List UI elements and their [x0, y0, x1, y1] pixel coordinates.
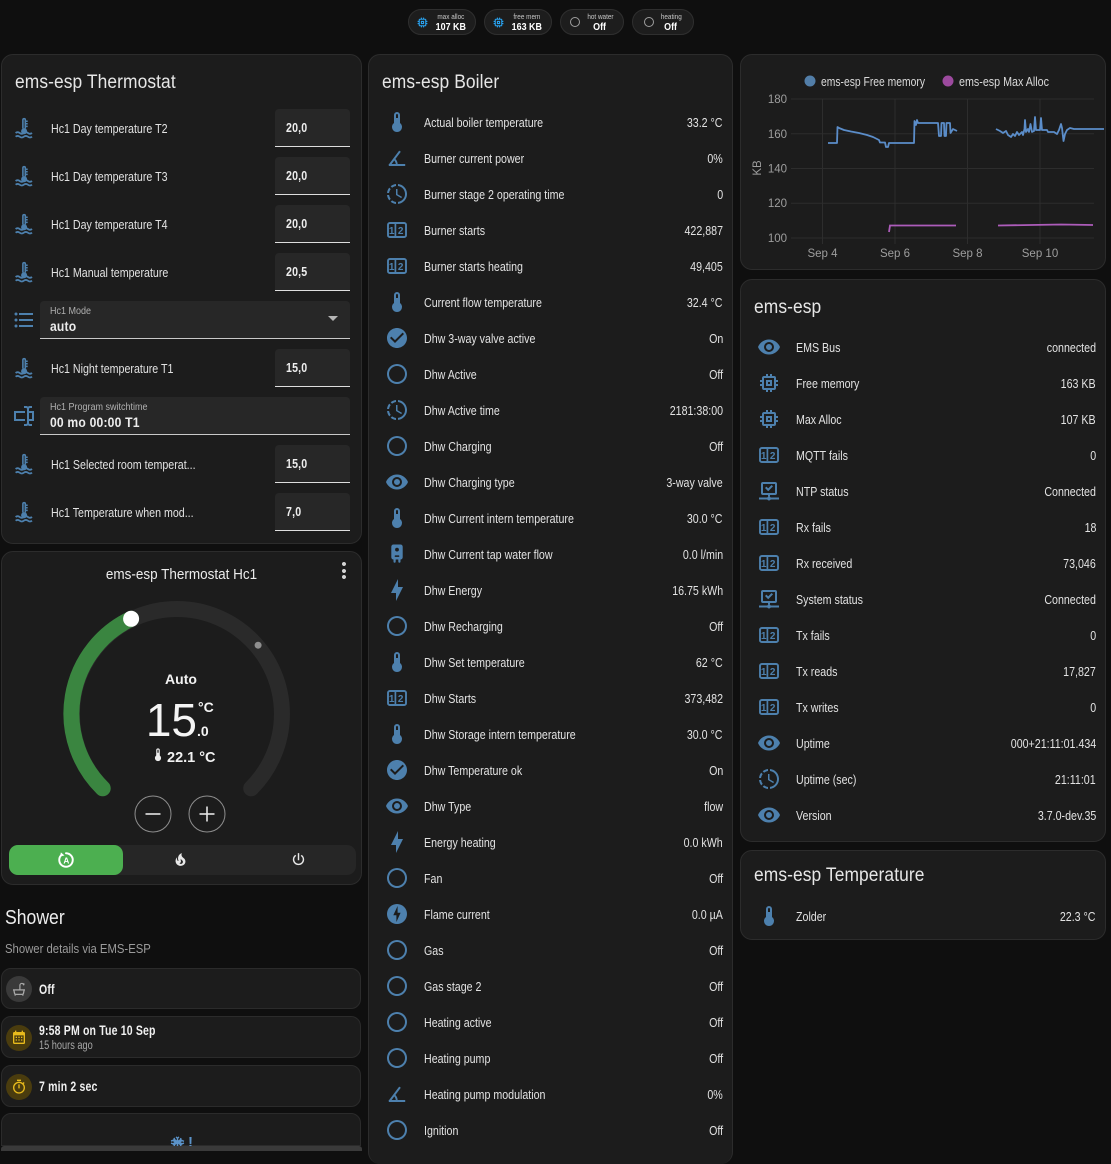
svg-text:Sep 10: Sep 10: [1022, 248, 1058, 260]
svg-text:A: A: [63, 856, 69, 865]
svg-text:15: 15: [146, 694, 197, 746]
svg-text:Sep 8: Sep 8: [952, 248, 982, 260]
svg-text:°C: °C: [198, 699, 214, 715]
svg-text:ems-esp Free memory: ems-esp Free memory: [821, 75, 926, 89]
svg-text:ems-esp Max Alloc: ems-esp Max Alloc: [959, 75, 1049, 89]
svg-text:Sep 6: Sep 6: [880, 248, 910, 260]
svg-text:100: 100: [768, 233, 787, 245]
svg-text:180: 180: [768, 94, 787, 106]
svg-text:KB: KB: [752, 160, 764, 176]
svg-text:120: 120: [768, 198, 787, 210]
svg-text:160: 160: [768, 129, 787, 141]
svg-text:Auto: Auto: [165, 671, 197, 687]
svg-text:.0: .0: [197, 723, 209, 739]
svg-text:Sep 4: Sep 4: [807, 248, 838, 260]
svg-text:22.1 °C: 22.1 °C: [167, 750, 216, 766]
svg-text:140: 140: [768, 164, 787, 176]
